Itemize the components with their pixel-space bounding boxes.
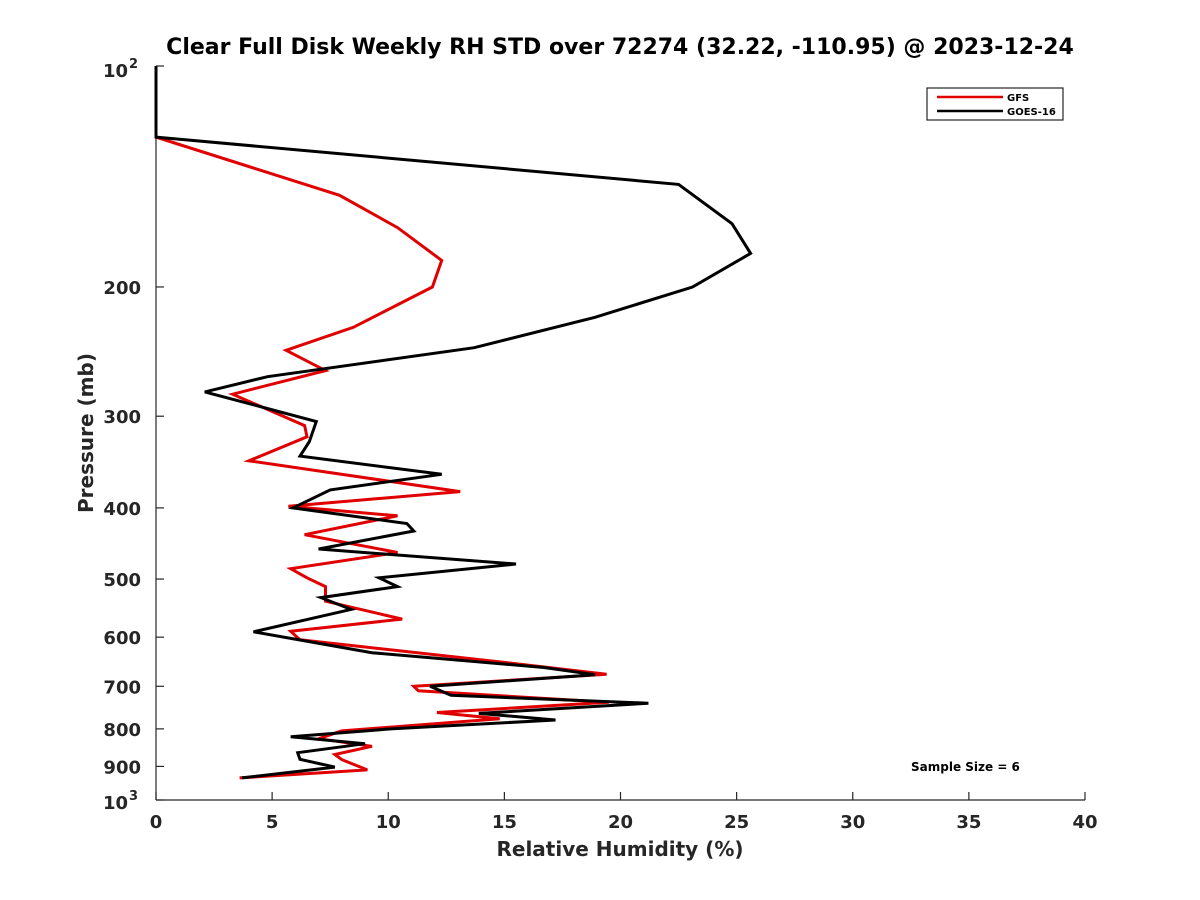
y-bottom-label-exp: 3: [129, 789, 138, 804]
y-tick-label: 800: [103, 720, 141, 741]
x-tick-label: 35: [956, 812, 981, 833]
legend-box: [926, 87, 1064, 121]
y-bottom-label: 10 3: [103, 789, 138, 814]
y-tick-label: 900: [103, 757, 141, 778]
x-tick-label: 0: [150, 812, 163, 833]
sample-size-annotation: Sample Size = 6: [911, 760, 1020, 774]
y-axis-label: Pressure (mb): [74, 353, 98, 513]
x-tick-label: 20: [608, 812, 633, 833]
y-tick-label: 700: [103, 677, 141, 698]
y-top-label-exp: 2: [129, 57, 138, 72]
legend: GFS GOES-16: [926, 87, 1064, 121]
y-tick-label: 500: [103, 570, 141, 591]
x-axis-ticks: 0 5 10 15 20 25 30 35 40: [150, 792, 1098, 833]
x-tick-label: 10: [376, 812, 401, 833]
x-tick-label: 40: [1072, 812, 1097, 833]
x-axis-label: Relative Humidity (%): [496, 837, 743, 861]
y-tick-label: 300: [103, 407, 141, 428]
chart-title: Clear Full Disk Weekly RH STD over 72274…: [166, 35, 1074, 60]
y-tick-label: 200: [103, 278, 141, 299]
y-top-label: 10 2: [103, 57, 138, 82]
x-tick-label: 25: [724, 812, 749, 833]
y-tick-label: 600: [103, 628, 141, 649]
y-top-label-base: 10: [103, 61, 128, 82]
legend-label-goes16: GOES-16: [1007, 107, 1056, 118]
x-tick-label: 15: [492, 812, 517, 833]
series-layer: [154, 66, 753, 780]
series-line-gfs: [154, 66, 609, 780]
x-tick-label: 30: [840, 812, 865, 833]
y-axis-ticks: 200 300 400 500 600 700 800 900: [103, 65, 164, 801]
y-tick-label: 400: [103, 499, 141, 520]
series-line-goes16: [154, 66, 753, 780]
legend-label-gfs: GFS: [1007, 93, 1029, 104]
y-bottom-label-base: 10: [103, 793, 128, 814]
x-tick-label: 5: [266, 812, 279, 833]
